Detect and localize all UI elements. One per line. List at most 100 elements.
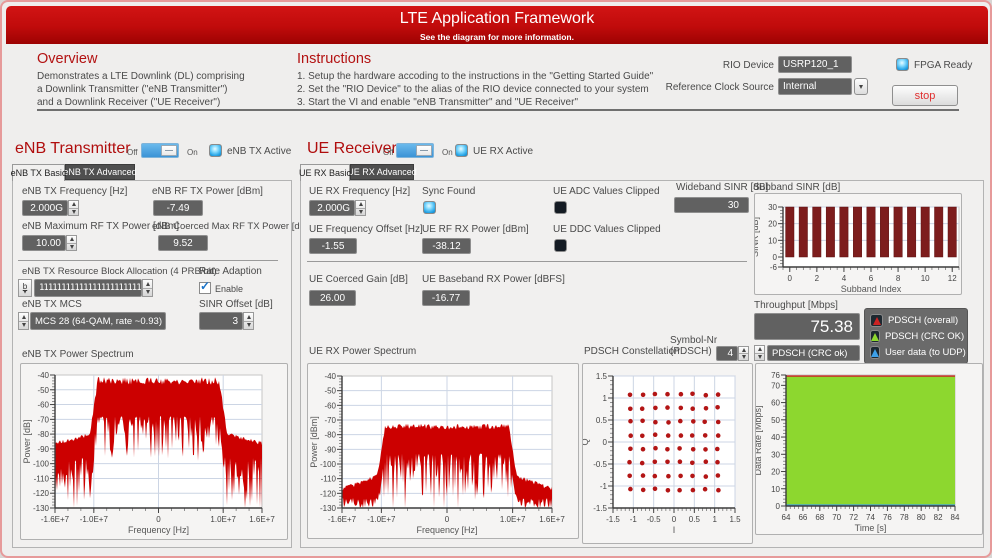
svg-text:-50: -50	[37, 386, 49, 395]
down-arrow-icon	[757, 354, 762, 359]
increment-button[interactable]	[143, 280, 152, 289]
decrement-button[interactable]	[755, 354, 764, 361]
svg-text:Frequency [Hz]: Frequency [Hz]	[128, 525, 189, 535]
stop-button[interactable]: stop	[892, 85, 958, 106]
instructions-heading: Instructions	[297, 51, 372, 67]
svg-text:-70: -70	[324, 416, 336, 425]
svg-text:1.0E+7: 1.0E+7	[210, 515, 236, 524]
svg-text:-1.5: -1.5	[606, 515, 620, 524]
enb-tx-mcs-select[interactable]: MCS 28 (64-QAM, rate ~0.93)	[30, 312, 166, 330]
enb-toggle-off-label: Off	[127, 148, 138, 157]
svg-text:10: 10	[771, 485, 780, 494]
pdsch-constellation-title: PDSCH Constellation	[584, 346, 680, 357]
enb-tx-active-label: eNB TX Active	[227, 146, 292, 157]
title-banner: LTE Application Framework See the diagra…	[6, 6, 988, 44]
decrement-button[interactable]	[69, 209, 78, 216]
svg-text:Subband Index: Subband Index	[841, 284, 902, 294]
enb-rb-radix-button[interactable]: b	[18, 279, 32, 297]
svg-text:1.5: 1.5	[729, 515, 741, 524]
up-arrow-icon	[358, 202, 363, 207]
tab-enb-tx-advanced[interactable]: eNB TX Advanced	[63, 164, 137, 180]
reference-clock-select[interactable]: Internal	[778, 78, 852, 95]
up-arrow-icon	[71, 202, 76, 207]
increment-button[interactable]	[67, 236, 76, 244]
enb-rb-allocation-input[interactable]: 1111111111111111111111111	[34, 279, 142, 297]
wideband-sinr-indicator: 30	[674, 197, 749, 213]
decrement-button[interactable]	[19, 322, 28, 330]
decrement-button[interactable]	[739, 354, 748, 360]
enb-tx-frequency-input[interactable]: 2.000G	[22, 200, 68, 216]
tab-ue-rx-basic[interactable]: UE RX Basic	[299, 164, 351, 181]
tab-ue-rx-advanced[interactable]: UE RX Advanced	[347, 164, 417, 180]
ue-rf-rx-power-label: UE RF RX Power [dBm]	[422, 224, 529, 235]
svg-text:10: 10	[921, 274, 930, 283]
increment-button[interactable]	[69, 201, 78, 209]
fpga-ready-led	[896, 58, 909, 71]
svg-text:0.5: 0.5	[596, 416, 608, 425]
enb-tx-mcs-spinner	[18, 312, 29, 330]
ue-enable-toggle[interactable]	[396, 143, 434, 158]
svg-text:-50: -50	[324, 387, 336, 396]
svg-text:SINR [dB]: SINR [dB]	[755, 217, 760, 257]
ue-rx-frequency-input[interactable]: 2.000G	[309, 200, 355, 216]
svg-text:-110: -110	[321, 475, 337, 484]
increment-button[interactable]	[755, 346, 764, 354]
decrement-button[interactable]	[67, 244, 76, 251]
ue-panel-divider	[307, 261, 747, 262]
decrement-button[interactable]	[244, 322, 253, 330]
rio-device-input[interactable]: USRP120_1	[778, 56, 852, 73]
rio-device-label: RIO Device	[722, 60, 774, 71]
decrement-button[interactable]	[143, 289, 152, 297]
ue-rx-frequency-spinner	[355, 200, 366, 216]
svg-text:-130: -130	[320, 504, 337, 513]
chevron-down-icon	[859, 84, 863, 89]
symbol-nr-input[interactable]: 4	[716, 346, 738, 361]
check-icon: ✓	[200, 279, 211, 293]
increment-button[interactable]	[19, 313, 28, 322]
svg-text:-1: -1	[630, 515, 638, 524]
decrement-button[interactable]	[356, 209, 365, 216]
subband-sinr-chart: 0 2 4 6 8 10 12 30 20 10 0 -6 Subband Index SINR [dB]	[750, 193, 962, 295]
sync-found-label: Sync Found	[422, 186, 476, 197]
overview-text: Demonstrates a LTE Downlink (DL) compris…	[37, 71, 245, 108]
svg-text:1: 1	[712, 515, 717, 524]
reference-clock-dropdown-button[interactable]	[854, 78, 868, 95]
up-arrow-icon	[246, 314, 251, 319]
svg-text:Power [dBm]: Power [dBm]	[309, 416, 319, 468]
svg-text:76: 76	[771, 371, 780, 380]
fpga-ready-label: FPGA Ready	[914, 60, 973, 71]
svg-text:76: 76	[883, 513, 892, 522]
svg-text:40: 40	[771, 433, 780, 442]
tab-enb-tx-basic[interactable]: eNB TX Basic	[11, 164, 66, 181]
enb-panel-divider	[18, 260, 278, 261]
increment-button[interactable]	[356, 201, 365, 209]
sinr-offset-input[interactable]: 3	[199, 312, 243, 330]
svg-text:20: 20	[771, 468, 780, 477]
enb-toggle-on-label: On	[187, 148, 198, 157]
throughput-indicator: 75.38	[754, 313, 860, 340]
enb-rb-allocation-label: eNB TX Resource Block Allocation (4 PRB/…	[22, 266, 217, 277]
up-arrow-icon	[21, 314, 26, 319]
svg-text:1: 1	[603, 394, 608, 403]
ue-rx-active-label: UE RX Active	[473, 146, 534, 157]
symbol-nr-label-line2: (PDSCH)	[670, 346, 712, 357]
svg-text:-120: -120	[33, 489, 50, 498]
svg-text:Data Rate [Mbps]: Data Rate [Mbps]	[756, 405, 763, 475]
svg-text:0: 0	[445, 515, 450, 524]
svg-text:-1.5: -1.5	[593, 504, 607, 513]
enb-enable-toggle[interactable]	[141, 143, 179, 158]
svg-text:0: 0	[788, 274, 793, 283]
increment-button[interactable]	[739, 347, 748, 354]
svg-text:-70: -70	[37, 415, 49, 424]
datarate-ring-select[interactable]: PDSCH (CRC ok)	[767, 345, 860, 361]
enb-rb-allocation-spinner	[142, 279, 153, 297]
increment-button[interactable]	[244, 313, 253, 322]
svg-text:0: 0	[603, 438, 608, 447]
svg-text:-100: -100	[33, 460, 50, 469]
svg-text:-100: -100	[320, 460, 337, 469]
svg-text:30: 30	[768, 203, 777, 212]
rate-adaption-checkbox[interactable]: ✓	[199, 279, 211, 294]
svg-text:72: 72	[849, 513, 858, 522]
enb-tx-active-led	[209, 144, 222, 157]
enb-max-rf-tx-power-input[interactable]: 10.00	[22, 235, 66, 251]
